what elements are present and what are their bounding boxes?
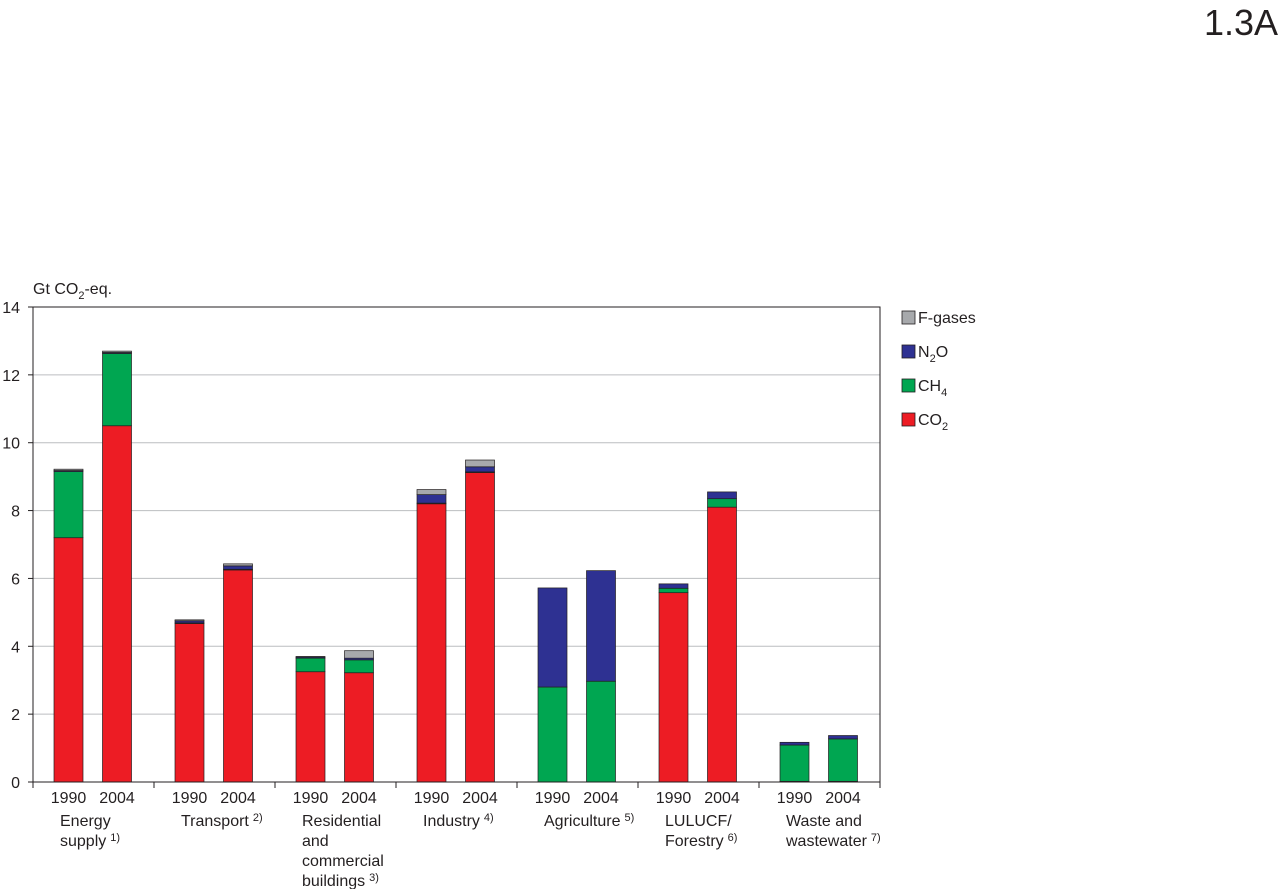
bar-segment-n2o: [537, 587, 568, 688]
bar-segment-co2: [658, 592, 689, 783]
figure-label: 1.3A: [1203, 2, 1278, 43]
bar-segment-ch4: [53, 471, 84, 539]
legend-swatch-ch4: [901, 378, 916, 393]
x-year-label: 1990: [293, 790, 329, 807]
legend-label-f-gases: F-gases: [918, 310, 976, 327]
bar-segment-f-gases: [344, 650, 374, 659]
bar-segment-ch4: [344, 659, 374, 674]
labels: Gt CO2-eq. 1990 2004 Energy supply 1) 1990 2004…: [33, 281, 881, 889]
bar-segment-f-gases: [174, 619, 205, 622]
bar-segment-ch4: [707, 498, 737, 508]
category-label: Transport 2): [181, 812, 263, 830]
x-year-label: 1990: [777, 790, 813, 807]
bar-segment-f-gases: [223, 563, 253, 567]
legend-label-ch4: CH4: [918, 378, 947, 399]
category-label: Industry 4): [423, 812, 494, 830]
x-year-label: 2004: [583, 790, 619, 807]
y-tick-label: 14: [2, 300, 20, 317]
category-label: Forestry 6): [665, 832, 737, 850]
bars: [53, 350, 858, 783]
legend-swatch-f-gases: [901, 310, 916, 325]
bar-segment-co2: [465, 472, 495, 783]
grid-lines: [33, 374, 880, 715]
plot-frame: [32, 306, 881, 783]
y-tick-label: 6: [11, 571, 20, 588]
bar-segment-f-gases: [416, 489, 447, 495]
bar-segment-co2: [174, 623, 205, 783]
axes: 0 2 4 6 8 10 12 14: [2, 300, 881, 792]
x-year-label: 1990: [656, 790, 692, 807]
bar-segment-co2: [223, 569, 253, 783]
bar-segment-f-gases: [102, 350, 132, 353]
x-year-label: 2004: [220, 790, 256, 807]
bar-segment-f-gases: [53, 468, 84, 471]
y-axis-title: Gt CO2-eq.: [33, 281, 112, 302]
legend: F-gases N2O CH4 CO2: [901, 310, 976, 433]
bar-segment-n2o: [223, 565, 253, 570]
legend-label-co2: CO2: [918, 412, 948, 433]
bar-segment-n2o: [707, 491, 737, 500]
bar-segment-n2o: [465, 466, 495, 473]
y-tick-label: 0: [11, 775, 20, 792]
y-tick-label: 4: [11, 639, 20, 656]
bar-segment-co2: [102, 425, 132, 783]
y-tick-label: 12: [2, 368, 20, 385]
bar-segment-ch4: [828, 738, 858, 782]
bar-segment-co2: [295, 671, 326, 783]
bar-segment-ch4: [295, 657, 326, 673]
legend-swatch-co2: [901, 412, 916, 427]
bar-segment-ch4: [586, 680, 616, 783]
category-label: Energy: [60, 813, 111, 830]
category-label: Agriculture 5): [544, 812, 634, 830]
category-label: Waste and: [786, 813, 862, 830]
bar-segment-co2: [344, 672, 374, 783]
category-label: commercial: [302, 853, 384, 870]
category-label: buildings 3): [302, 872, 379, 889]
x-year-label: 2004: [825, 790, 861, 807]
category-label: wastewater 7): [785, 832, 881, 850]
category-label: supply 1): [60, 832, 120, 850]
x-year-label: 1990: [172, 790, 208, 807]
x-year-label: 2004: [704, 790, 740, 807]
bar-segment-n2o: [658, 583, 689, 589]
x-year-label: 2004: [99, 790, 135, 807]
bar-segment-ch4: [658, 587, 689, 594]
bar-segment-co2: [416, 503, 447, 783]
bar-segment-ch4: [537, 686, 568, 783]
x-year-label: 2004: [462, 790, 498, 807]
x-year-label: 1990: [414, 790, 450, 807]
bar-segment-co2: [53, 537, 84, 783]
category-label: LULUCF/: [665, 813, 732, 830]
y-tick-label: 2: [11, 707, 20, 724]
bar-segment-n2o: [416, 494, 447, 504]
x-year-label: 2004: [341, 790, 377, 807]
bar-segment-n2o: [586, 570, 616, 682]
x-year-label: 1990: [51, 790, 87, 807]
bar-segment-ch4: [779, 744, 810, 782]
bar-segment-n2o: [779, 741, 810, 746]
legend-label-n2o: N2O: [918, 344, 948, 365]
y-tick-label: 8: [11, 504, 20, 521]
bar-segment-f-gases: [295, 656, 326, 658]
x-year-label: 1990: [535, 790, 571, 807]
bar-segment-ch4: [102, 353, 132, 427]
bar-segment-f-gases: [465, 459, 495, 468]
bar-segment-co2: [707, 506, 737, 783]
y-tick-label: 10: [2, 436, 20, 453]
legend-swatch-n2o: [901, 344, 916, 359]
category-label: and: [302, 833, 329, 850]
bar-segment-n2o: [828, 735, 858, 740]
category-label: Residential: [302, 813, 381, 830]
